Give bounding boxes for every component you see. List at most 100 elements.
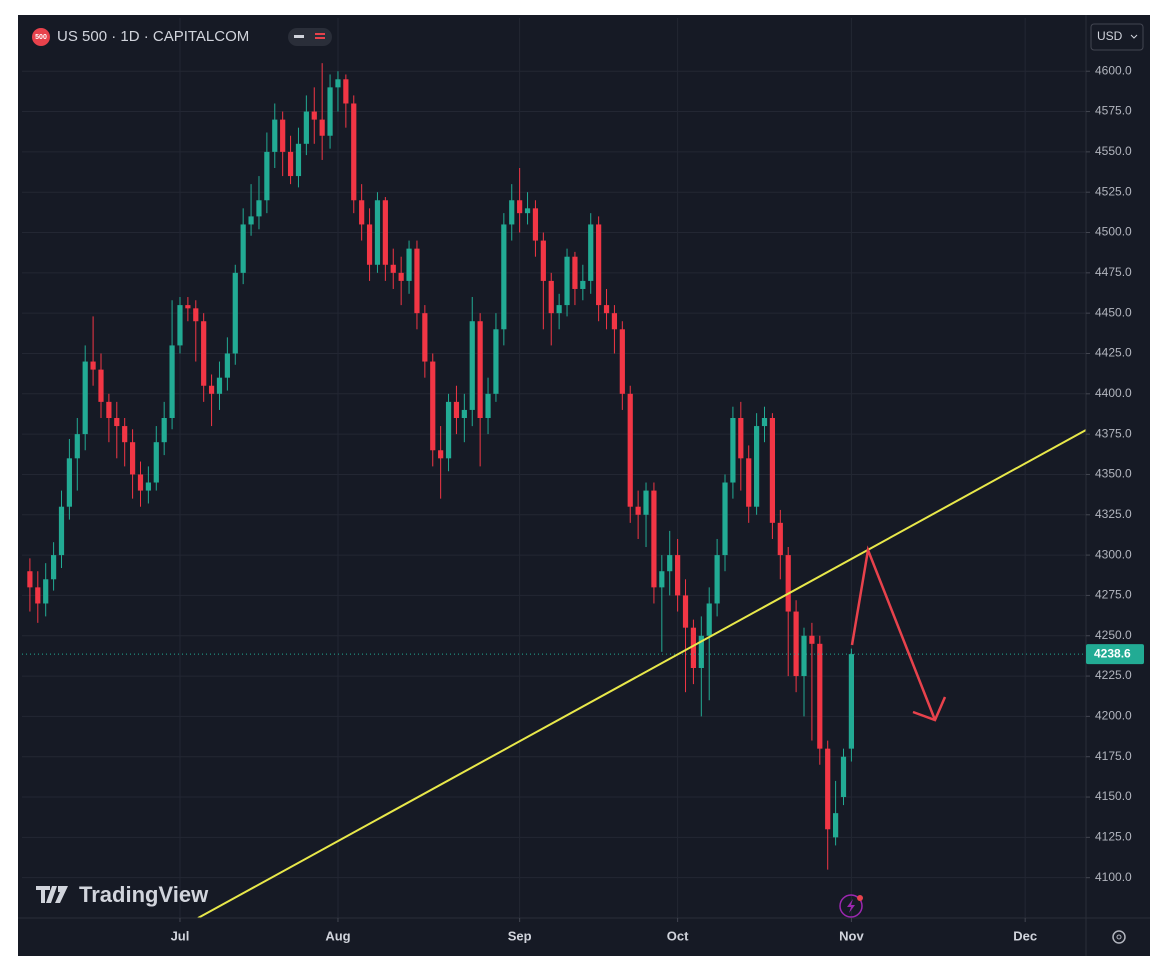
- toggle-icon: [315, 37, 325, 39]
- candle-body: [264, 151, 270, 201]
- candle-body: [801, 635, 807, 677]
- toggle-icon: [315, 33, 325, 35]
- candle-body: [793, 611, 799, 677]
- y-tick-label: 4300.0: [1095, 547, 1132, 561]
- toggle[interactable]: [288, 28, 332, 46]
- candle-body: [335, 79, 341, 88]
- candle-body: [216, 377, 223, 394]
- y-tick-label: 4175.0: [1095, 749, 1132, 763]
- candle-body: [390, 264, 396, 273]
- alert-dot: [857, 895, 863, 901]
- settings-icon[interactable]: [1112, 930, 1126, 944]
- x-tick-label: Dec: [1013, 928, 1037, 943]
- candle-body: [564, 256, 570, 306]
- candle-body: [327, 87, 333, 136]
- candle-body: [232, 272, 238, 354]
- settings-icon-core: [1116, 934, 1122, 940]
- y-tick-label: 4275.0: [1095, 588, 1132, 602]
- candle-body: [785, 555, 791, 612]
- candle-body: [651, 490, 657, 588]
- candle-body: [706, 603, 712, 636]
- y-tick-label: 4575.0: [1095, 104, 1132, 118]
- candle-body: [659, 571, 665, 588]
- candle-body: [438, 450, 444, 459]
- candle-body: [690, 627, 697, 668]
- candle-body: [493, 329, 499, 394]
- x-tick-label: Aug: [325, 928, 350, 943]
- candle-body: [256, 200, 262, 217]
- currency-label: USD: [1097, 29, 1123, 43]
- candle-body: [540, 240, 546, 281]
- currency-button[interactable]: [1090, 23, 1144, 51]
- candle-body: [840, 756, 847, 798]
- y-tick-label: 4600.0: [1095, 63, 1132, 77]
- candle-body: [343, 79, 349, 104]
- candle-body: [208, 385, 215, 394]
- y-tick-label: 4375.0: [1095, 426, 1132, 440]
- candle-body: [351, 103, 357, 201]
- candle-body: [66, 458, 72, 507]
- candle-body: [177, 305, 183, 346]
- candle-body: [627, 393, 633, 507]
- candle-body: [414, 248, 420, 314]
- candle-body: [114, 418, 120, 427]
- y-tick-label: 4500.0: [1095, 225, 1132, 239]
- candle-body: [27, 571, 33, 588]
- y-tick-label: 4200.0: [1095, 709, 1132, 723]
- candle-body: [359, 200, 365, 225]
- candle-body: [82, 361, 88, 435]
- arrow-head: [912, 696, 947, 722]
- candle-body: [698, 635, 704, 668]
- candle-body: [738, 418, 744, 459]
- candle-body: [746, 458, 752, 507]
- candle-body: [122, 426, 128, 443]
- candle-body: [714, 555, 720, 604]
- candle-body: [201, 321, 207, 386]
- candle-body: [611, 313, 618, 330]
- candle-body: [509, 200, 515, 225]
- badge-text: 500: [35, 34, 47, 41]
- panel: [18, 15, 1150, 956]
- candle-body: [224, 353, 230, 378]
- candle-body: [675, 555, 681, 596]
- candle-body: [280, 119, 286, 152]
- candle-body: [635, 506, 641, 515]
- symbol-badge: [32, 28, 50, 46]
- candle-body: [98, 369, 104, 402]
- candle-body: [501, 224, 507, 330]
- candle-body: [667, 555, 673, 572]
- candle-body: [833, 813, 839, 838]
- candle-body: [469, 321, 475, 410]
- arrow: [850, 545, 937, 721]
- candle-body: [485, 393, 491, 418]
- candle-body: [722, 482, 728, 556]
- candle-body: [754, 426, 760, 507]
- candle-body: [185, 305, 191, 309]
- candle-body: [603, 305, 610, 314]
- candle-body: [169, 345, 175, 418]
- chart-title: US 500 · 1D · CAPITALCOM: [57, 28, 249, 45]
- candle-body: [398, 272, 404, 281]
- candle-body: [50, 555, 57, 580]
- watermark-logo: [36, 886, 68, 903]
- candle-body: [777, 522, 783, 556]
- candle-body: [556, 305, 562, 314]
- candle-body: [74, 434, 80, 459]
- candle-body: [248, 216, 254, 225]
- candle-body: [43, 579, 49, 604]
- candle-body: [193, 308, 199, 322]
- candle-body: [303, 111, 309, 144]
- y-tick-label: 4125.0: [1095, 830, 1132, 844]
- y-tick-label: 4325.0: [1095, 507, 1132, 521]
- dropdown-icon: [1130, 34, 1138, 39]
- candle-body: [295, 143, 302, 177]
- y-tick-label: 4400.0: [1095, 386, 1132, 400]
- y-tick-label: 4350.0: [1095, 467, 1132, 481]
- x-tick-label: Oct: [667, 928, 689, 943]
- candle-body: [58, 506, 65, 556]
- candle-body: [287, 151, 294, 177]
- alert-icon[interactable]: [839, 894, 863, 918]
- candle-body: [769, 418, 776, 523]
- candle-body: [619, 329, 625, 394]
- candle-body: [374, 200, 381, 265]
